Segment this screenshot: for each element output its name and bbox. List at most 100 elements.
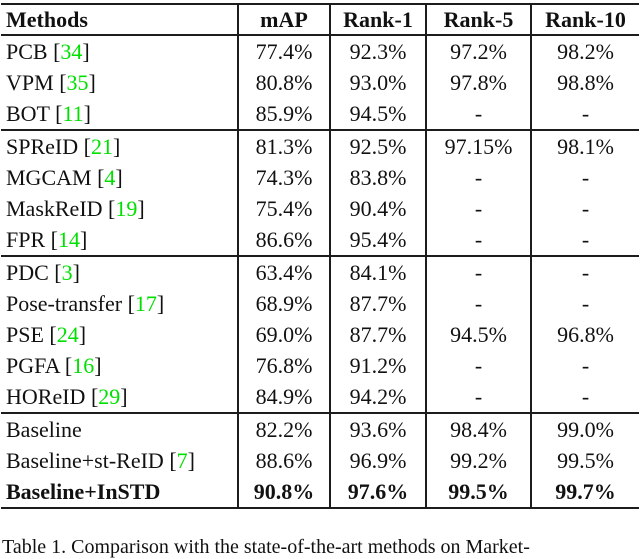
method-name: PCB [6,38,54,64]
citation-link[interactable]: 16 [72,352,95,378]
citation-link[interactable]: 24 [56,321,79,347]
cite-bracket-open: [ [55,100,63,126]
method-name: SPReID [6,133,84,159]
cite-bracket-close: ] [137,195,145,221]
citation-link[interactable]: 29 [98,383,121,409]
table-row-pdc: PDC [3] 63.4% 84.1% - - [1,255,639,288]
citation-link[interactable]: 21 [90,133,113,159]
cite-bracket-open: [ [53,38,61,64]
cite-bracket-open: [ [90,383,99,409]
rank10-cell: 98.2% [530,35,639,67]
map-cell: 76.8% [237,350,330,381]
header-rank10: Rank-10 [530,4,639,36]
method-cell: PSE [24] [1,319,238,350]
table-row-horeid: HOReID [29] 84.9% 94.2% - - [1,381,639,413]
rank1-cell: 94.5% [329,98,426,130]
header-methods: Methods [1,4,238,36]
cite-bracket-close: ] [115,164,123,190]
cite-bracket-open: [ [64,352,73,378]
map-cell: 68.9% [237,288,330,319]
rank5-cell: - [425,98,531,130]
rank5-cell: 99.5% [425,476,531,508]
table-row-maskreid: MaskReID [19] 75.4% 90.4% - - [1,193,639,224]
cite-bracket-close: ] [120,383,128,409]
rank1-cell: 94.2% [329,381,426,413]
table-row-pgfa: PGFA [16] 76.8% 91.2% - - [1,350,639,381]
citation-link[interactable]: 35 [66,69,89,95]
cite-bracket-open: [ [97,164,105,190]
rank1-cell: 96.9% [329,445,426,476]
rank10-cell: - [530,350,639,381]
table-row-pose-transfer: Pose-transfer [17] 68.9% 87.7% - - [1,288,639,319]
method-cell: Pose-transfer [17] [1,288,238,319]
rank10-cell: - [530,288,639,319]
rank1-cell: 97.6% [329,476,426,508]
header-map: mAP [237,4,330,36]
table-row-spreid: SPReID [21] 81.3% 92.5% 97.15% 98.1% [1,129,639,162]
citation-link[interactable]: 17 [134,290,157,316]
cite-bracket-close: ] [82,38,90,64]
rank5-cell: 94.5% [425,319,531,350]
rank10-cell: 99.7% [530,476,639,508]
map-cell: 77.4% [237,35,330,67]
method-cell: Baseline [1,412,238,445]
cite-bracket-open: [ [49,321,57,347]
rank5-cell: 98.4% [425,412,531,445]
rank5-cell: 97.8% [425,67,531,98]
method-name: FPR [6,226,51,252]
cite-bracket-close: ] [79,226,88,252]
method-cell: MaskReID [19] [1,193,238,224]
rank5-cell: 97.2% [425,35,531,67]
rank5-cell: - [425,381,531,413]
rank10-cell: 98.8% [530,67,639,98]
method-cell: PGFA [16] [1,350,238,381]
rank1-cell: 92.5% [329,129,426,162]
citation-link[interactable]: 14 [57,226,80,252]
rank1-cell: 91.2% [329,350,426,381]
rank1-cell: 87.7% [329,288,426,319]
citation-link[interactable]: 3 [61,259,73,285]
citation-link[interactable]: 34 [60,38,83,64]
rank10-cell: - [530,224,639,256]
method-name: Pose-transfer [6,290,128,316]
table-row-baseline-instd: Baseline+InSTD 90.8% 97.6% 99.5% 99.7% [1,476,639,508]
rank1-cell: 87.7% [329,319,426,350]
method-cell: Baseline+InSTD [1,476,238,508]
method-cell: PCB [34] [1,35,238,67]
citation-link[interactable]: 4 [104,164,116,190]
method-cell: PDC [3] [1,255,238,288]
method-cell: VPM [35] [1,67,238,98]
method-cell: MGCAM [4] [1,162,238,193]
rank10-cell: - [530,98,639,130]
citation-link[interactable]: 11 [62,100,84,126]
method-name: Baseline [6,416,82,442]
rank1-cell: 84.1% [329,255,426,288]
rank1-cell: 83.8% [329,162,426,193]
rank5-cell: - [425,255,531,288]
rank10-cell: 99.5% [530,445,639,476]
citation-link[interactable]: 7 [176,447,188,473]
cite-bracket-open: [ [127,290,135,316]
rank5-cell: 97.15% [425,129,531,162]
table-row-baseline-st-reid: Baseline+st-ReID [7] 88.6% 96.9% 99.2% 9… [1,445,639,476]
method-cell: BOT [11] [1,98,238,130]
rank10-cell: 99.0% [530,412,639,445]
cite-bracket-open: [ [83,133,91,159]
table-row-fpr: FPR [14] 86.6% 95.4% - - [1,224,639,256]
map-cell: 63.4% [237,255,330,288]
rank10-cell: - [530,162,639,193]
rank1-cell: 95.4% [329,224,426,256]
rank10-cell: 96.8% [530,319,639,350]
map-cell: 81.3% [237,129,330,162]
rank10-cell: - [530,193,639,224]
rank1-cell: 93.6% [329,412,426,445]
rank5-cell: - [425,350,531,381]
cite-bracket-close: ] [156,290,165,316]
rank10-cell: - [530,381,639,413]
cite-bracket-close: ] [88,69,96,95]
map-cell: 80.8% [237,67,330,98]
method-name: VPM [6,69,60,95]
citation-link[interactable]: 19 [115,195,138,221]
method-name: MGCAM [6,164,98,190]
method-cell: FPR [14] [1,224,238,256]
